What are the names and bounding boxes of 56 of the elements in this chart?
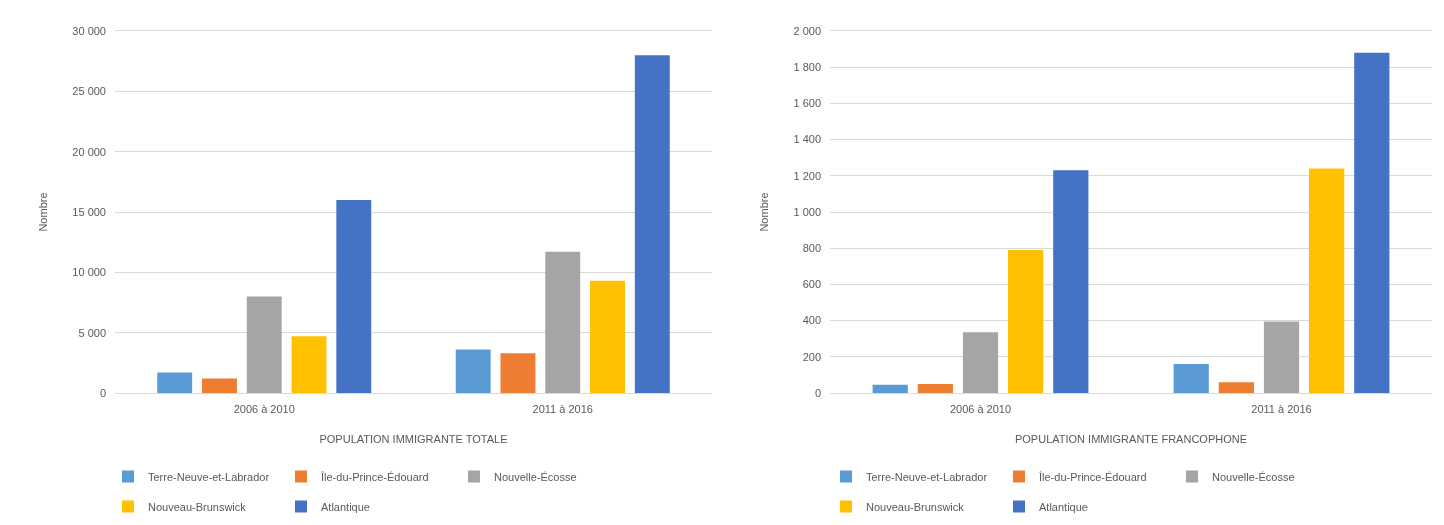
bar [291,336,327,393]
y-tick-label: 20 000 [72,145,106,158]
x-axis-title: POPULATION IMMIGRANTE FRANCOPHONE [1014,433,1248,446]
x-tick-label: 2006 à 2010 [949,403,1012,416]
bar [1218,382,1254,393]
bar [1354,52,1390,393]
legend-label: Terre-Neuve-et-Labrador [866,470,988,483]
bar [962,332,999,393]
bar [545,251,581,393]
y-tick-label: 1 400 [793,133,821,146]
bar [336,199,372,393]
y-tick-label: 1 800 [793,61,821,74]
bar [1263,321,1300,393]
bar [634,55,670,393]
bar [1008,250,1044,393]
y-tick-label: 800 [802,242,821,255]
x-axis-title: POPULATION IMMIGRANTE TOTALE [319,433,508,446]
y-tick-label: 400 [802,314,821,327]
bar [1173,364,1209,393]
legend-label: Île-du-Prince-Édouard [1038,470,1147,483]
bar [157,372,193,393]
y-axis-title: Nombre [36,192,49,232]
bar [872,384,908,393]
legend-label: Atlantique [321,500,370,513]
y-axis-title: Nombre [758,192,771,232]
y-tick-label: 15 000 [72,205,106,218]
y-tick-label: 5 000 [78,326,106,339]
bar [500,353,536,393]
y-tick-label: 200 [802,350,821,363]
bar [202,378,237,393]
bar [917,383,953,393]
x-tick-label: 2011 à 2016 [1251,403,1312,416]
legend-label: Terre-Neuve-et-Labrador [148,470,270,483]
x-tick-label: 2011 à 2016 [532,403,593,416]
bar [1309,168,1345,393]
y-tick-label: 0 [99,386,106,399]
legend-label: Nouvelle-Écosse [1212,470,1295,483]
y-tick-label: 1 600 [793,97,821,110]
y-tick-label: 10 000 [72,266,106,279]
legend-label: Nouveau-Brunswick [866,500,965,513]
y-tick-label: 1 000 [793,205,821,218]
bar [246,296,282,393]
legend-label: Île-du-Prince-Édouard [320,470,429,483]
bar [590,280,625,393]
y-tick-label: 25 000 [72,85,106,98]
legend-label: Nouvelle-Écosse [494,470,577,483]
legend-label: Nouveau-Brunswick [148,500,247,513]
bar [1053,170,1089,393]
bar [455,349,491,393]
y-tick-label: 0 [814,386,821,399]
y-tick-label: 600 [802,278,821,291]
y-tick-label: 30 000 [72,24,106,37]
y-tick-label: 1 200 [793,169,821,182]
legend-label: Atlantique [1039,500,1088,513]
x-tick-label: 2006 à 2010 [233,403,295,416]
y-tick-label: 2 000 [793,24,821,37]
